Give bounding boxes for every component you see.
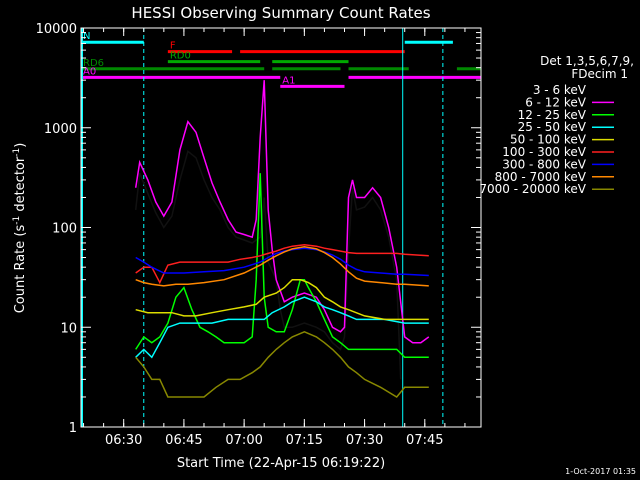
series-line	[134, 150, 402, 380]
flag-label: RD6	[83, 58, 104, 69]
legend-entry-label: 25 - 50 keV	[518, 120, 587, 134]
y-axis-ticks: 1 10 100 1000 10000	[36, 22, 481, 436]
series-line	[134, 80, 430, 344]
y-tick-label: 100	[52, 222, 77, 237]
x-tick-label: 06:45	[165, 433, 202, 448]
y-tick-label: 10000	[36, 22, 77, 37]
footer-timestamp: 1-Oct-2017 01:35	[565, 467, 636, 476]
x-tick-label: 07:15	[286, 433, 323, 448]
legend-entry-label: 800 - 7000 keV	[495, 170, 587, 184]
series-line	[135, 244, 429, 285]
flag-label: A0	[83, 66, 96, 77]
x-tick-label: 07:30	[346, 433, 383, 448]
series-line	[135, 278, 429, 321]
legend-entry-label: 6 - 12 keV	[525, 95, 587, 109]
y-tick-label: 1000	[44, 122, 77, 137]
y-tick-label: 10	[60, 321, 77, 336]
flag-label: F	[170, 41, 176, 52]
x-tick-label: 07:45	[406, 433, 443, 448]
legend-title-line2: FDecim 1	[571, 67, 628, 81]
series-line	[135, 173, 429, 359]
series-line	[135, 330, 429, 398]
series-line	[135, 246, 429, 287]
series-line	[135, 296, 429, 359]
x-tick-label: 07:00	[225, 433, 262, 448]
legend-entry-label: 300 - 800 keV	[502, 157, 586, 171]
x-tick-label: 06:30	[105, 433, 142, 448]
x-axis-label: Start Time (22-Apr-15 06:19:22)	[177, 456, 385, 471]
chart-title: HESSI Observing Summary Count Rates	[131, 4, 430, 22]
legend-entry-label: 12 - 25 keV	[518, 108, 587, 122]
y-tick-label: 1	[69, 421, 77, 436]
flag-label: A1	[282, 75, 295, 86]
legend-entry-label: 7000 - 20000 keV	[479, 182, 586, 196]
legend-entry-label: 3 - 6 keV	[533, 83, 587, 97]
series-lines	[134, 80, 430, 398]
y-axis-label: Count Rate (s-1 detector-1)	[12, 143, 28, 314]
legend-entry-label: 50 - 100 keV	[510, 133, 587, 147]
flag-label: RD0	[170, 51, 191, 62]
legend-entry-label: 100 - 300 keV	[502, 145, 586, 159]
flag-label: N	[83, 31, 90, 42]
legend-title-line1: Det 1,3,5,6,7,9,	[540, 54, 634, 68]
x-axis-ticks: 06:30 06:45 07:00 07:15 07:30 07:45	[83, 28, 466, 448]
